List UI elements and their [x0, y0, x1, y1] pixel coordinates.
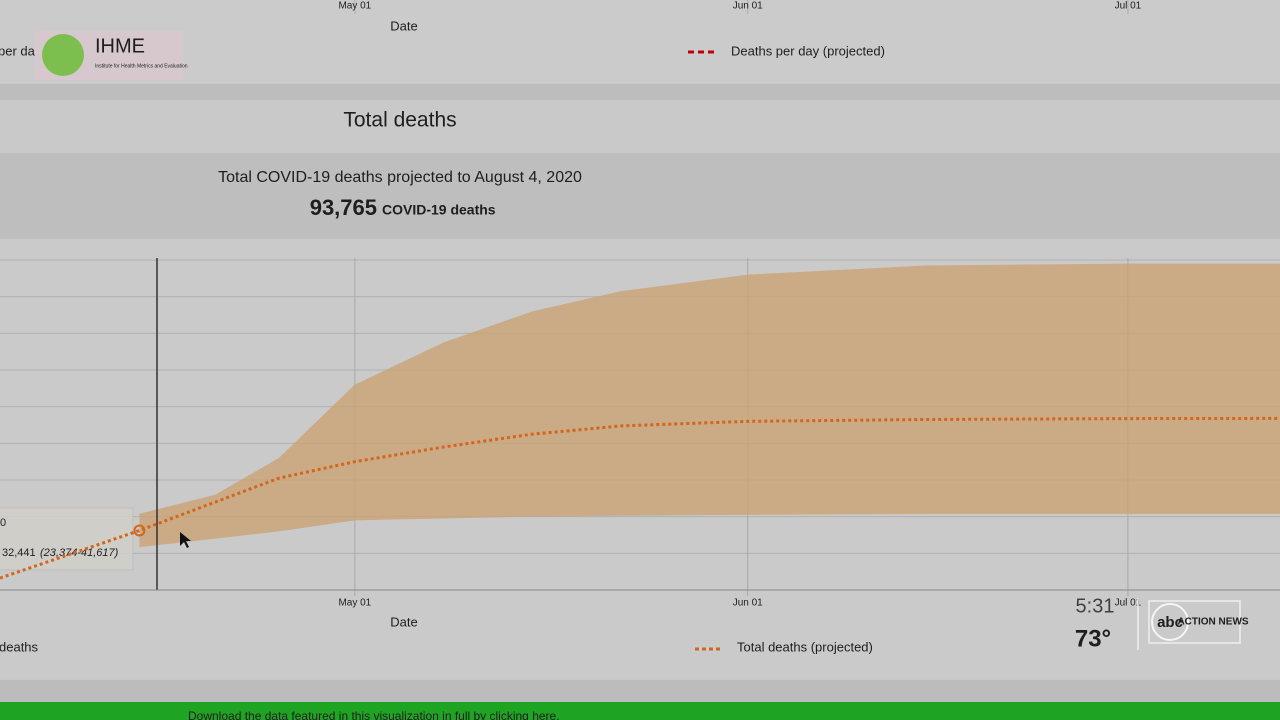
tooltip-box [0, 507, 134, 571]
station: ACTION NEWS [1177, 617, 1248, 628]
section-title: Total deaths [343, 109, 456, 132]
x-tick-label: Jun 01 [733, 598, 763, 609]
top-legend: Deaths per day (projected) [731, 43, 885, 58]
top-axis: May 01 Jun 01 Jul 01 [338, 0, 1142, 14]
logo-name: IHME [95, 35, 145, 57]
logo: IHME Institute for Health Metrics and Ev… [35, 31, 188, 80]
time: 5:31 [1076, 595, 1115, 617]
summary-value: 93,765 [310, 195, 377, 220]
summary-unit: COVID-19 deaths [382, 202, 496, 218]
section-header [0, 100, 1280, 153]
uncertainty-band [139, 263, 1280, 548]
hover-point [133, 524, 146, 537]
logo-mark [42, 34, 84, 76]
summary-panel [0, 153, 1280, 239]
x-tick-label: May 01 [338, 598, 371, 609]
series-line [0, 416, 1280, 580]
top-x-tick-label: May 01 [338, 1, 371, 12]
brand: abc [1157, 614, 1183, 631]
temperature: 73° [1075, 625, 1111, 652]
tooltip: 0 32,441 (23,374-41,617) [0, 507, 134, 571]
logo-subtitle: Institute for Health Metrics and Evaluat… [95, 63, 188, 69]
top-x-tick-label: Jun 01 [733, 1, 763, 12]
footer-bar [0, 702, 1280, 720]
top-legend-cut: per da [0, 43, 36, 58]
footer-gap [0, 680, 1280, 702]
tooltip-value: 32,441 [2, 547, 36, 559]
tooltip-range: (23,374-41,617) [40, 547, 119, 559]
top-x-tick-label: Jul 01 [1115, 1, 1142, 12]
cursor [180, 532, 191, 548]
summary-text: Total COVID-19 deaths projected to Augus… [218, 169, 582, 186]
top-x-label: Date [390, 18, 417, 33]
brand-circle [1151, 603, 1189, 641]
top-panel [0, 0, 1280, 83]
x-axis-label: Date [390, 614, 417, 629]
x-tick-label: Jul 01 [1115, 598, 1142, 609]
plot: May 01 Jun 01 Jul 01 [0, 258, 1280, 609]
legend-cut: deaths [0, 639, 39, 654]
front-layer [0, 416, 1280, 580]
tv-overlay: 5:31 73° abc ACTION NEWS [1075, 595, 1249, 652]
station-box [1148, 600, 1241, 644]
divider [0, 84, 1280, 100]
legend-entry: Total deaths (projected) [737, 639, 873, 654]
footer-link[interactable]: Download the data featured in this visua… [188, 709, 560, 720]
tooltip-title: 0 [0, 517, 6, 529]
